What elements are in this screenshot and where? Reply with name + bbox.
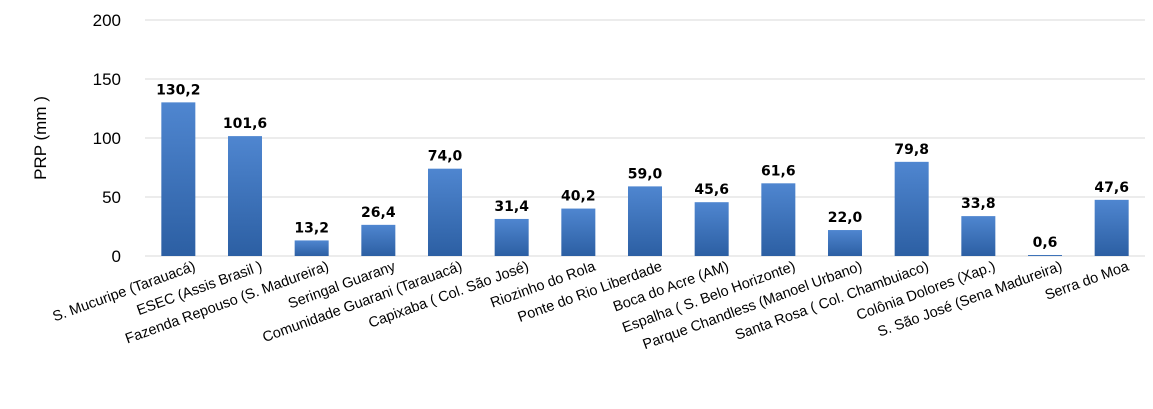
y-axis-ticks: 0 50 100 150 200 [93,11,121,266]
data-label: 79,8 [894,142,929,158]
data-label: 26,4 [361,205,396,221]
data-label: 61,6 [761,163,796,179]
bar [628,186,662,256]
y-tick-label: 150 [93,70,121,89]
x-axis-category-labels: S. Mucuripe (Tarauacá)ESEC (Assis Brasil… [51,258,1132,353]
y-tick-label: 0 [112,247,121,266]
data-label: 45,6 [694,182,729,198]
bar [961,216,996,256]
data-label: 33,8 [961,196,996,212]
data-label: 47,6 [1094,180,1129,196]
bars [161,102,1129,256]
bar [694,202,729,256]
bar [161,102,196,256]
bar [361,224,396,256]
y-tick-label: 100 [93,129,121,148]
data-label: 74,0 [428,149,463,165]
data-label: 31,4 [494,199,529,215]
data-label: 59,0 [628,166,663,182]
bar [228,136,262,256]
data-label: 13,2 [294,220,329,236]
data-label: 130,2 [156,82,200,98]
bar [1028,255,1062,256]
y-tick-label: 50 [102,188,121,207]
data-labels: 130,2 101,6 13,2 26,4 74,0 31,4 40,2 59,0 45,6 61… [156,82,1129,251]
data-label: 40,2 [561,189,596,205]
bar [1094,199,1129,256]
bar [761,183,796,256]
data-label: 22,0 [828,210,863,226]
bar [494,218,529,256]
bar [894,161,929,256]
data-label: 0,6 [1033,235,1058,251]
bar [828,230,862,256]
y-axis-title: PRP (mm ) [31,96,50,180]
bar [428,168,462,256]
bar [561,208,596,256]
y-tick-label: 200 [93,11,121,30]
bar [294,240,329,256]
data-label: 101,6 [223,116,267,132]
